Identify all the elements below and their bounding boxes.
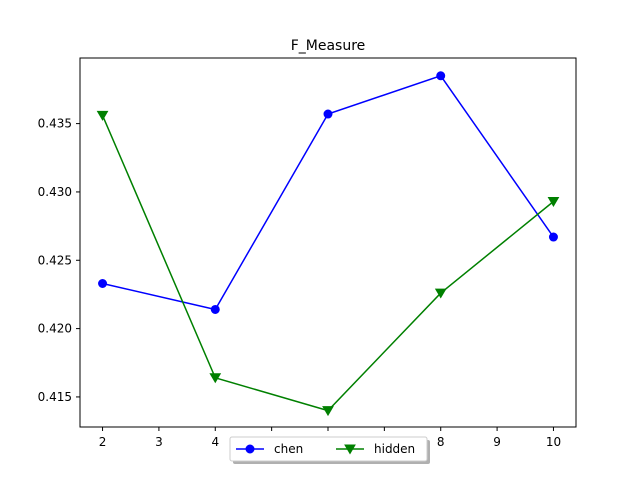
x-tick-label: 2 (99, 435, 107, 449)
x-tick-label: 3 (155, 435, 163, 449)
data-point-chen (436, 71, 446, 81)
y-tick-label: 0.430 (38, 185, 72, 199)
series-hidden (96, 110, 560, 417)
data-point-hidden (96, 110, 109, 121)
legend: chen hidden (229, 436, 430, 464)
y-tick-label: 0.415 (38, 390, 72, 404)
data-point-hidden (434, 288, 447, 299)
x-tick-label: 8 (437, 435, 445, 449)
data-point-hidden (322, 406, 334, 417)
legend-marker-chen (245, 444, 255, 454)
data-point-chen (210, 304, 220, 314)
legend-label-hidden: hidden (374, 442, 415, 456)
data-point-hidden (209, 373, 222, 384)
data-point-chen (323, 109, 333, 119)
series-chen (98, 71, 558, 314)
x-tick-label: 9 (493, 435, 501, 449)
legend-label-chen: chen (274, 442, 303, 456)
legend-marker-hidden (344, 444, 356, 455)
y-tick-label: 0.420 (38, 322, 72, 336)
legend-box (229, 436, 428, 462)
data-point-chen (548, 232, 558, 242)
y-tick-label: 0.435 (38, 117, 72, 131)
y-tick-label: 0.425 (38, 253, 72, 267)
x-tick-label: 10 (546, 435, 561, 449)
chart-title: F_Measure (291, 38, 366, 54)
x-tick-label: 4 (211, 435, 219, 449)
data-point-hidden (547, 197, 560, 207)
data-point-chen (98, 279, 108, 288)
